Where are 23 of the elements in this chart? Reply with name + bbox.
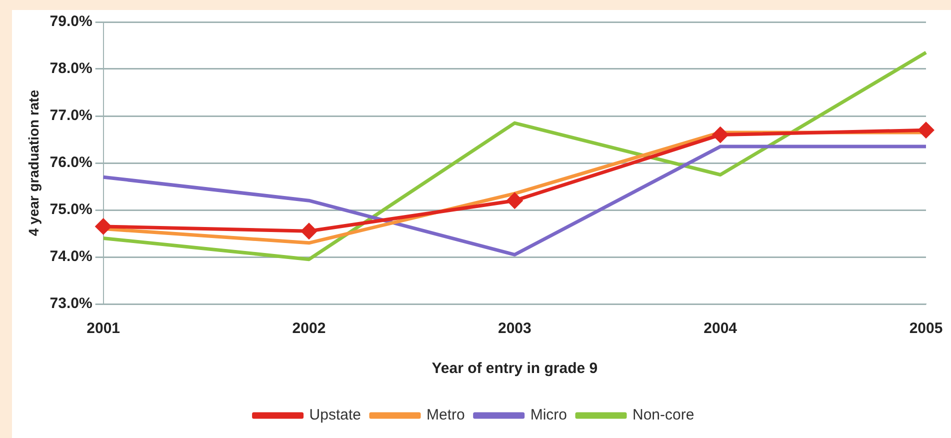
x-tick-label: 2003 bbox=[498, 320, 532, 338]
x-axis-title: Year of entry in grade 9 bbox=[432, 360, 598, 378]
x-tick-label: 2001 bbox=[86, 320, 120, 338]
y-tick-label: 78.0% bbox=[50, 60, 92, 78]
x-tick-label: 2002 bbox=[292, 320, 326, 338]
y-axis-title: 4 year graduation rate bbox=[25, 90, 42, 236]
x-tick-label: 2004 bbox=[704, 320, 738, 338]
point bbox=[712, 127, 728, 143]
legend-label: Metro bbox=[426, 406, 465, 424]
legend-label: Upstate bbox=[309, 406, 362, 424]
y-tick-label: 74.0% bbox=[50, 248, 92, 266]
y-tick-label: 73.0% bbox=[50, 295, 92, 312]
point bbox=[301, 223, 317, 239]
point bbox=[506, 192, 522, 208]
legend-label: Non-core bbox=[632, 406, 694, 424]
y-tick-label: 77.0% bbox=[50, 107, 92, 124]
y-tick-label: 75.0% bbox=[50, 201, 92, 218]
y-tick-label: 76.0% bbox=[50, 154, 92, 172]
point bbox=[918, 122, 934, 138]
point bbox=[96, 218, 112, 234]
x-tick-label: 2005 bbox=[909, 320, 943, 338]
y-tick-label: 79.0% bbox=[50, 13, 92, 30]
legend-label: Micro bbox=[530, 406, 568, 424]
